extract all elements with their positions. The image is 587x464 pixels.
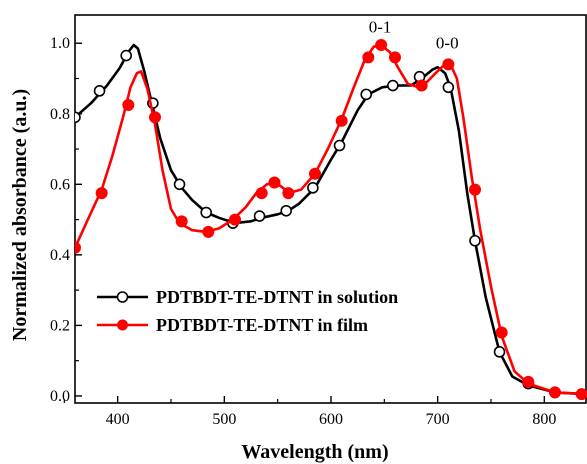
- data-point: [95, 187, 108, 200]
- series-line: [75, 43, 587, 396]
- data-point: [362, 51, 375, 64]
- data-point: [307, 182, 319, 194]
- x-tick-label: 500: [212, 411, 236, 428]
- legend-marker: [116, 291, 129, 303]
- data-point: [442, 81, 455, 94]
- series-film: [75, 38, 587, 401]
- data-point: [469, 183, 481, 196]
- series-group: [75, 38, 587, 401]
- y-axis-title: Normalized absorbance (a.u.): [9, 89, 31, 341]
- data-point: [202, 225, 215, 238]
- data-point: [173, 178, 186, 191]
- data-point: [442, 58, 455, 71]
- data-point: [495, 326, 508, 339]
- data-point: [253, 210, 266, 222]
- plot-frame: [74, 14, 587, 404]
- legend-label: PDTBDT-TE-DTNT in film: [156, 315, 368, 335]
- data-point: [335, 114, 348, 127]
- data-point: [549, 386, 561, 399]
- data-point: [309, 167, 321, 180]
- data-point: [282, 187, 295, 200]
- legend-marker: [117, 319, 128, 331]
- data-point: [415, 79, 428, 92]
- data-point: [389, 51, 401, 64]
- data-point: [75, 111, 81, 124]
- series-line: [75, 43, 587, 396]
- data-point: [120, 49, 132, 62]
- y-tick-label: 0.0: [50, 388, 70, 405]
- x-tick-label: 600: [319, 411, 343, 428]
- data-point: [280, 204, 293, 217]
- data-point: [493, 346, 506, 358]
- y-tick-label: 1.0: [50, 35, 70, 52]
- x-tick-label: 400: [106, 411, 130, 428]
- y-tick-label: 0.8: [50, 106, 70, 123]
- data-point: [93, 85, 106, 97]
- data-point: [175, 215, 188, 228]
- data-point: [255, 187, 268, 200]
- legend-label: PDTBDT-TE-DTNT in solution: [156, 287, 398, 307]
- data-point: [575, 388, 587, 401]
- peak-label: 0-0: [436, 34, 459, 53]
- data-point: [333, 139, 346, 152]
- data-point: [149, 111, 161, 124]
- legend: PDTBDT-TE-DTNT in solution PDTBDT-TE-DTNT…: [97, 287, 398, 335]
- data-point: [360, 88, 373, 101]
- data-point: [122, 98, 135, 111]
- data-point: [200, 206, 212, 219]
- data-point: [522, 375, 535, 388]
- x-tick-label: 800: [532, 411, 556, 428]
- data-point: [75, 241, 81, 254]
- y-tick-label: 0.2: [50, 317, 70, 334]
- data-point: [469, 234, 481, 247]
- plot-border: [74, 14, 587, 404]
- series-solution: [75, 43, 587, 399]
- x-tick-label: 700: [426, 411, 450, 428]
- data-point: [375, 38, 388, 51]
- data-point: [387, 79, 399, 92]
- y-tick-label: 0.4: [50, 247, 70, 264]
- peak-label: 0-1: [369, 18, 392, 37]
- data-point: [268, 176, 281, 189]
- y-tick-label: 0.6: [50, 176, 70, 193]
- x-axis-title: Wavelength (nm): [241, 441, 388, 463]
- peak-annotations: 0-1 0-0: [369, 18, 459, 53]
- data-point: [229, 213, 241, 226]
- axis-ticks: 400 500 600 700 800 0.0 0.2 0.4 0.6 0.8 1.0: [50, 35, 556, 428]
